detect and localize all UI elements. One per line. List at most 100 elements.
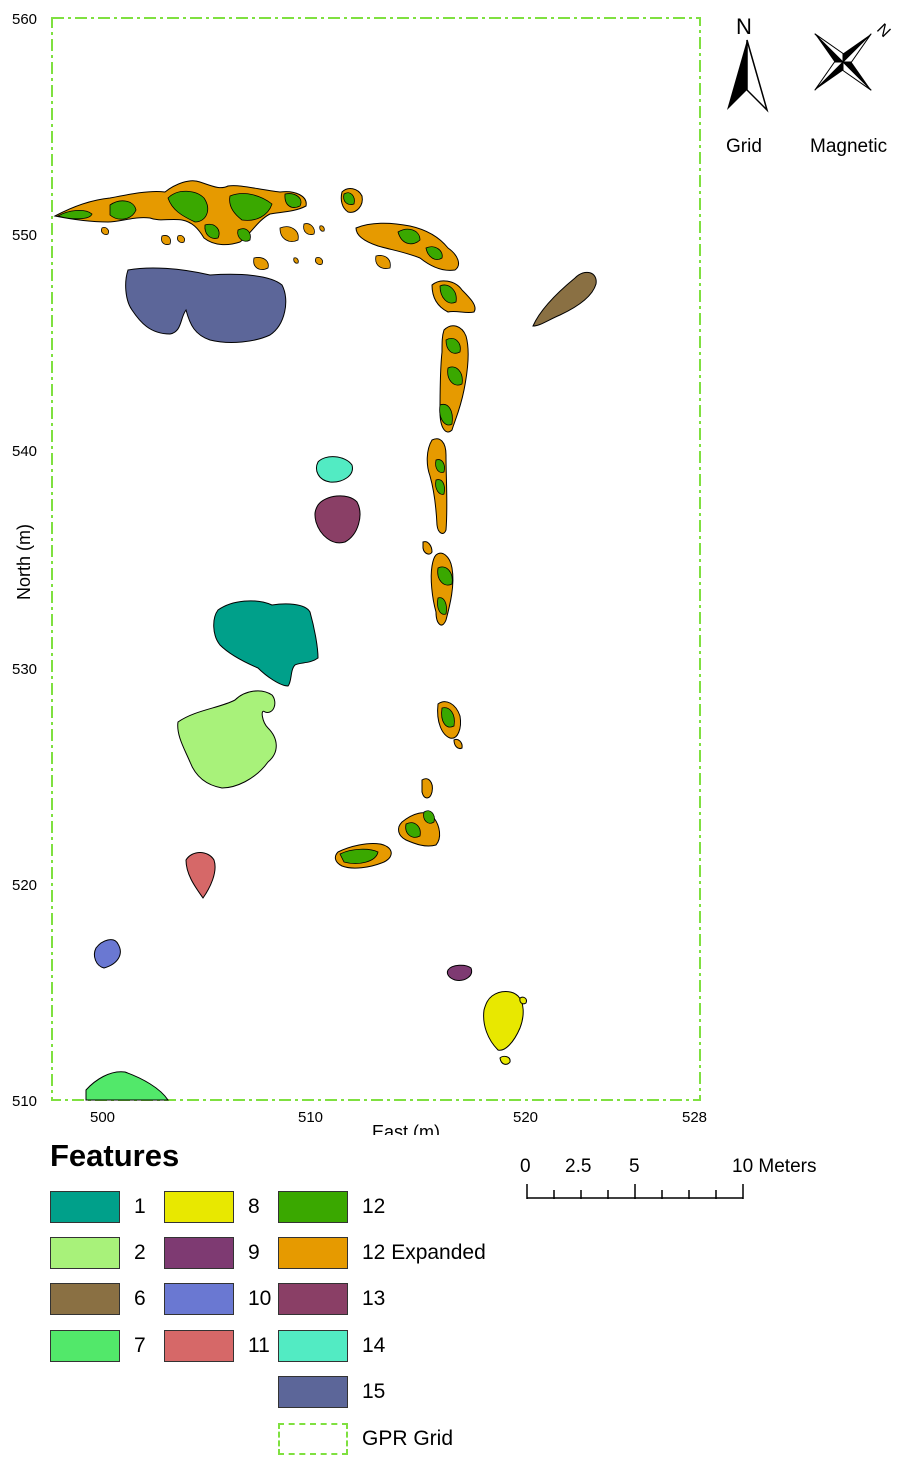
feature-10: [93, 939, 121, 969]
legend-title: Features: [50, 1138, 180, 1173]
feature-12: [109, 200, 137, 220]
feature-12-expanded-fragment: [161, 235, 171, 245]
feature-12: [425, 246, 443, 260]
feature-12: [57, 210, 93, 220]
legend-label: 11: [248, 1334, 270, 1357]
legend-swatch: [50, 1283, 120, 1315]
grid-north-letter: N: [736, 14, 752, 39]
feature-6: [532, 271, 597, 327]
x-tick-label: 520: [513, 1109, 538, 1126]
feature-7: [85, 1071, 169, 1101]
legend-label: 9: [248, 1241, 260, 1264]
legend-label: 6: [134, 1287, 146, 1310]
legend-label: 7: [134, 1334, 146, 1357]
x-tick-label: 528: [682, 1109, 707, 1126]
legend-swatch: [278, 1191, 348, 1223]
feature-12: [439, 403, 453, 426]
grid-north-arrow-icon: [727, 40, 747, 110]
legend-label: 2: [134, 1241, 146, 1264]
feature-12-expanded-fragment: [315, 257, 323, 265]
feature-12: [437, 597, 447, 615]
feature-12: [437, 566, 453, 586]
feature-12-expanded-fragment: [177, 235, 185, 243]
grid-north-label: Grid: [726, 136, 762, 157]
legend-swatch: [50, 1191, 120, 1223]
legend-item: 12: [278, 1190, 385, 1224]
feature-12-expanded-fragment: [253, 257, 269, 270]
legend-item: GPR Grid: [278, 1422, 453, 1456]
x-tick-label: 510: [298, 1109, 323, 1126]
feature-12: [339, 848, 379, 864]
feature-2: [177, 690, 277, 789]
legend-label: 10: [248, 1287, 272, 1310]
legend-swatch: [278, 1237, 348, 1269]
feature-12: [204, 223, 220, 239]
y-tick-label: 540: [12, 443, 37, 460]
feature-12: [435, 479, 445, 495]
legend-swatch: [278, 1283, 348, 1315]
legend-swatch: [278, 1376, 348, 1408]
feature-12-expanded-fragment: [279, 226, 299, 242]
magnetic-north-compass-icon: [814, 33, 872, 91]
feature-12: [397, 228, 421, 245]
grid-north-arrow-icon: [746, 39, 769, 113]
legend-label: 12: [362, 1195, 386, 1218]
legend-label: 1: [134, 1195, 146, 1218]
feature-12-expanded-fragment: [293, 257, 299, 264]
feature-12: [237, 228, 251, 242]
scale-bar: 0 2.5 5 10 Meters: [520, 1156, 816, 1199]
x-tick-label: 500: [90, 1109, 115, 1126]
site-map: 560 550 540 530 520 510 500 510 520 528 …: [12, 11, 893, 1135]
feature-11: [185, 852, 216, 899]
legend-swatch: [164, 1330, 234, 1362]
feature-12: [445, 337, 461, 354]
scale-label: 5: [629, 1156, 640, 1177]
legend-swatch: [164, 1191, 234, 1223]
feature-14: [316, 456, 353, 483]
legend-label: 8: [248, 1195, 260, 1218]
feature-12-expanded-fragment: [303, 223, 315, 235]
feature-12: [405, 822, 421, 838]
legend-label: GPR Grid: [362, 1427, 454, 1450]
legend-item: 12 Expanded: [278, 1236, 486, 1270]
x-axis-title: East (m): [372, 1122, 440, 1135]
feature-12: [167, 190, 208, 223]
y-tick-label: 530: [12, 661, 37, 678]
magnetic-north-letter: N: [873, 21, 893, 41]
feature-12: [447, 366, 463, 386]
feature-13: [314, 495, 361, 544]
y-tick-label: 560: [12, 11, 37, 28]
legend-item: 8: [164, 1190, 260, 1224]
y-tick-label: 550: [12, 227, 37, 244]
legend-item: 14: [278, 1329, 385, 1363]
feature-12: [423, 810, 435, 824]
legend-item: 2: [50, 1236, 146, 1270]
legend-swatch: [50, 1330, 120, 1362]
scale-label: 10 Meters: [732, 1156, 816, 1177]
feature-1: [213, 600, 319, 687]
feature-12-expanded-fragment: [101, 227, 109, 235]
feature-12: [229, 193, 273, 221]
legend-item: 6: [50, 1282, 146, 1316]
legend-item: 1: [50, 1190, 146, 1224]
scale-label: 2.5: [565, 1156, 591, 1177]
legend-swatch: [278, 1423, 348, 1455]
y-tick-label: 520: [12, 877, 37, 894]
legend-label: 14: [362, 1334, 386, 1357]
feature-12-expanded: [422, 541, 433, 555]
feature-12: [284, 193, 302, 208]
feature-15: [125, 267, 287, 343]
scale-label: 0: [520, 1156, 531, 1177]
legend-item: 7: [50, 1329, 146, 1363]
feature-9: [446, 964, 473, 981]
legend-swatch: [164, 1237, 234, 1269]
legend-label: 12 Expanded: [362, 1241, 486, 1264]
magnetic-north-label: Magnetic: [810, 136, 887, 157]
feature-8: [483, 991, 524, 1051]
y-axis-title: North (m): [14, 524, 34, 600]
feature-12: [343, 192, 355, 205]
feature-12: [441, 707, 455, 728]
feature-12-expanded: [421, 778, 433, 799]
legend-swatch: [50, 1237, 120, 1269]
gpr-grid-boundary: [51, 17, 701, 1101]
